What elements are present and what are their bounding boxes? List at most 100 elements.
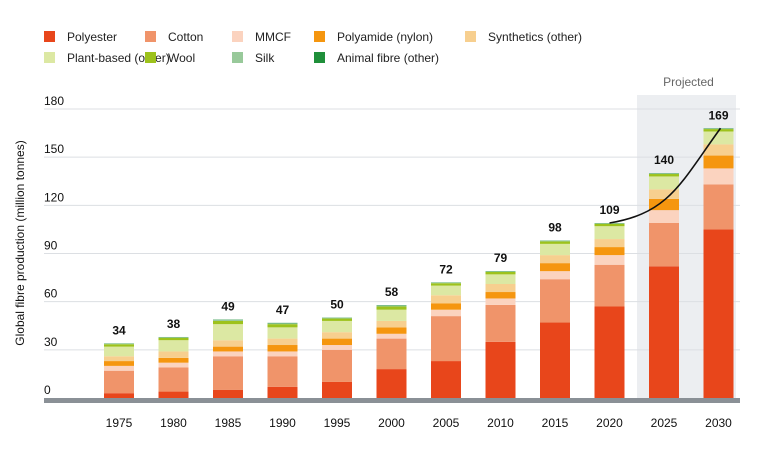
bar-segment [158,351,189,358]
bar-segment [104,370,134,394]
bar-segment [431,316,461,362]
bar-segment [649,176,679,190]
bar-segment [158,337,189,341]
bar-total-labels: 34 38 49 47 50 58 72 79 98 109 140 169 [112,108,729,337]
y-tick-label: 60 [44,287,58,301]
y-tick-label: 90 [44,239,58,253]
bar-segment [594,255,625,265]
legend-swatch [44,31,55,42]
x-tick-label: 2010 [487,416,514,430]
bar-segment [376,327,407,334]
projected-label: Projected [663,75,714,89]
bar-segment [594,239,625,248]
bar-segment [485,274,516,285]
legend-swatch [314,52,325,63]
bar-segment [104,365,134,371]
bar-segment [594,223,625,227]
x-tick-label: 1990 [269,416,296,430]
bar-segment [213,320,243,325]
legend-label: Cotton [168,30,203,44]
bar-segment [104,344,134,347]
bar-segment [431,303,461,310]
bar-segment [158,357,189,363]
bar-segment [703,168,734,185]
bar-segment [649,198,679,211]
y-tick-label: 150 [44,142,64,156]
bar-segment [376,338,407,370]
y-tick-label: 0 [44,383,51,397]
bar-segment [376,333,407,339]
legend-swatch [465,31,476,42]
bar-segment [213,356,243,390]
bar-segment [104,356,134,362]
bar-segment [376,320,407,328]
y-axis-ticks: 0 30 60 90 120 150 180 [44,94,64,397]
legend-label: MMCF [255,30,291,44]
bar-segment [431,309,461,317]
bar-total-label: 50 [330,298,344,312]
legend-label: Polyester [67,30,117,44]
legend-swatch [232,31,243,42]
bar-segment [703,229,734,398]
bar-segment [540,271,570,280]
bar-segment [703,131,734,145]
bar-segment [213,324,243,341]
y-tick-label: 30 [44,335,58,349]
bar-total-label: 109 [599,203,619,217]
bar-segment [649,266,679,398]
bar-total-label: 38 [167,317,181,331]
bar-total-label: 140 [654,153,674,167]
bar-segment [649,222,679,267]
bar-segment [594,306,625,398]
bar-total-label: 72 [439,262,453,276]
bar-segment [267,327,298,339]
bar-segment [485,304,516,342]
bar-segment [649,210,679,223]
bar-segment [485,298,516,305]
bar-segment [485,341,516,398]
x-tick-label: 2015 [542,416,569,430]
bar-total-label: 47 [276,303,290,317]
bar-segment [703,144,734,156]
bar-total-label: 49 [221,300,235,314]
bar-segment [540,243,570,256]
bar-segment [267,386,298,398]
y-tick-label: 120 [44,190,64,204]
bar-segment [594,264,625,307]
x-tick-label: 2005 [433,416,460,430]
legend-label: Plant-based (other) [67,51,170,65]
bar-segment [322,349,352,382]
bar-total-label: 169 [708,108,728,122]
bar-segment [267,323,298,325]
bar-segment [431,295,461,304]
legend-label: Polyamide (nylon) [337,30,433,44]
bar-segment [104,393,134,398]
bar-total-label: 34 [112,323,126,337]
x-tick-label: 2000 [378,416,405,430]
x-tick-label: 1995 [324,416,351,430]
bar-segment [540,263,570,272]
bar-segment [322,318,352,321]
legend-swatch [145,31,156,42]
bar-segment [540,241,570,244]
x-tick-label: 2020 [596,416,623,430]
bar-segment [213,346,243,352]
x-tick-label: 1975 [106,416,133,430]
bar-segment [267,351,298,357]
bar-segment [703,184,734,230]
bar-segment [322,345,352,350]
bars [104,128,734,398]
bar-segment [376,369,407,398]
bar-segment [703,155,734,169]
legend-swatch [232,52,243,63]
bar-segment [322,332,352,339]
trend-curve [609,127,722,224]
bar-segment [158,391,189,398]
x-tick-label: 2030 [705,416,732,430]
bar-total-label: 98 [548,221,562,235]
legend-label: Silk [255,51,275,65]
bar-segment [104,346,134,357]
x-tick-label: 2025 [651,416,678,430]
bar-segment [158,340,189,352]
